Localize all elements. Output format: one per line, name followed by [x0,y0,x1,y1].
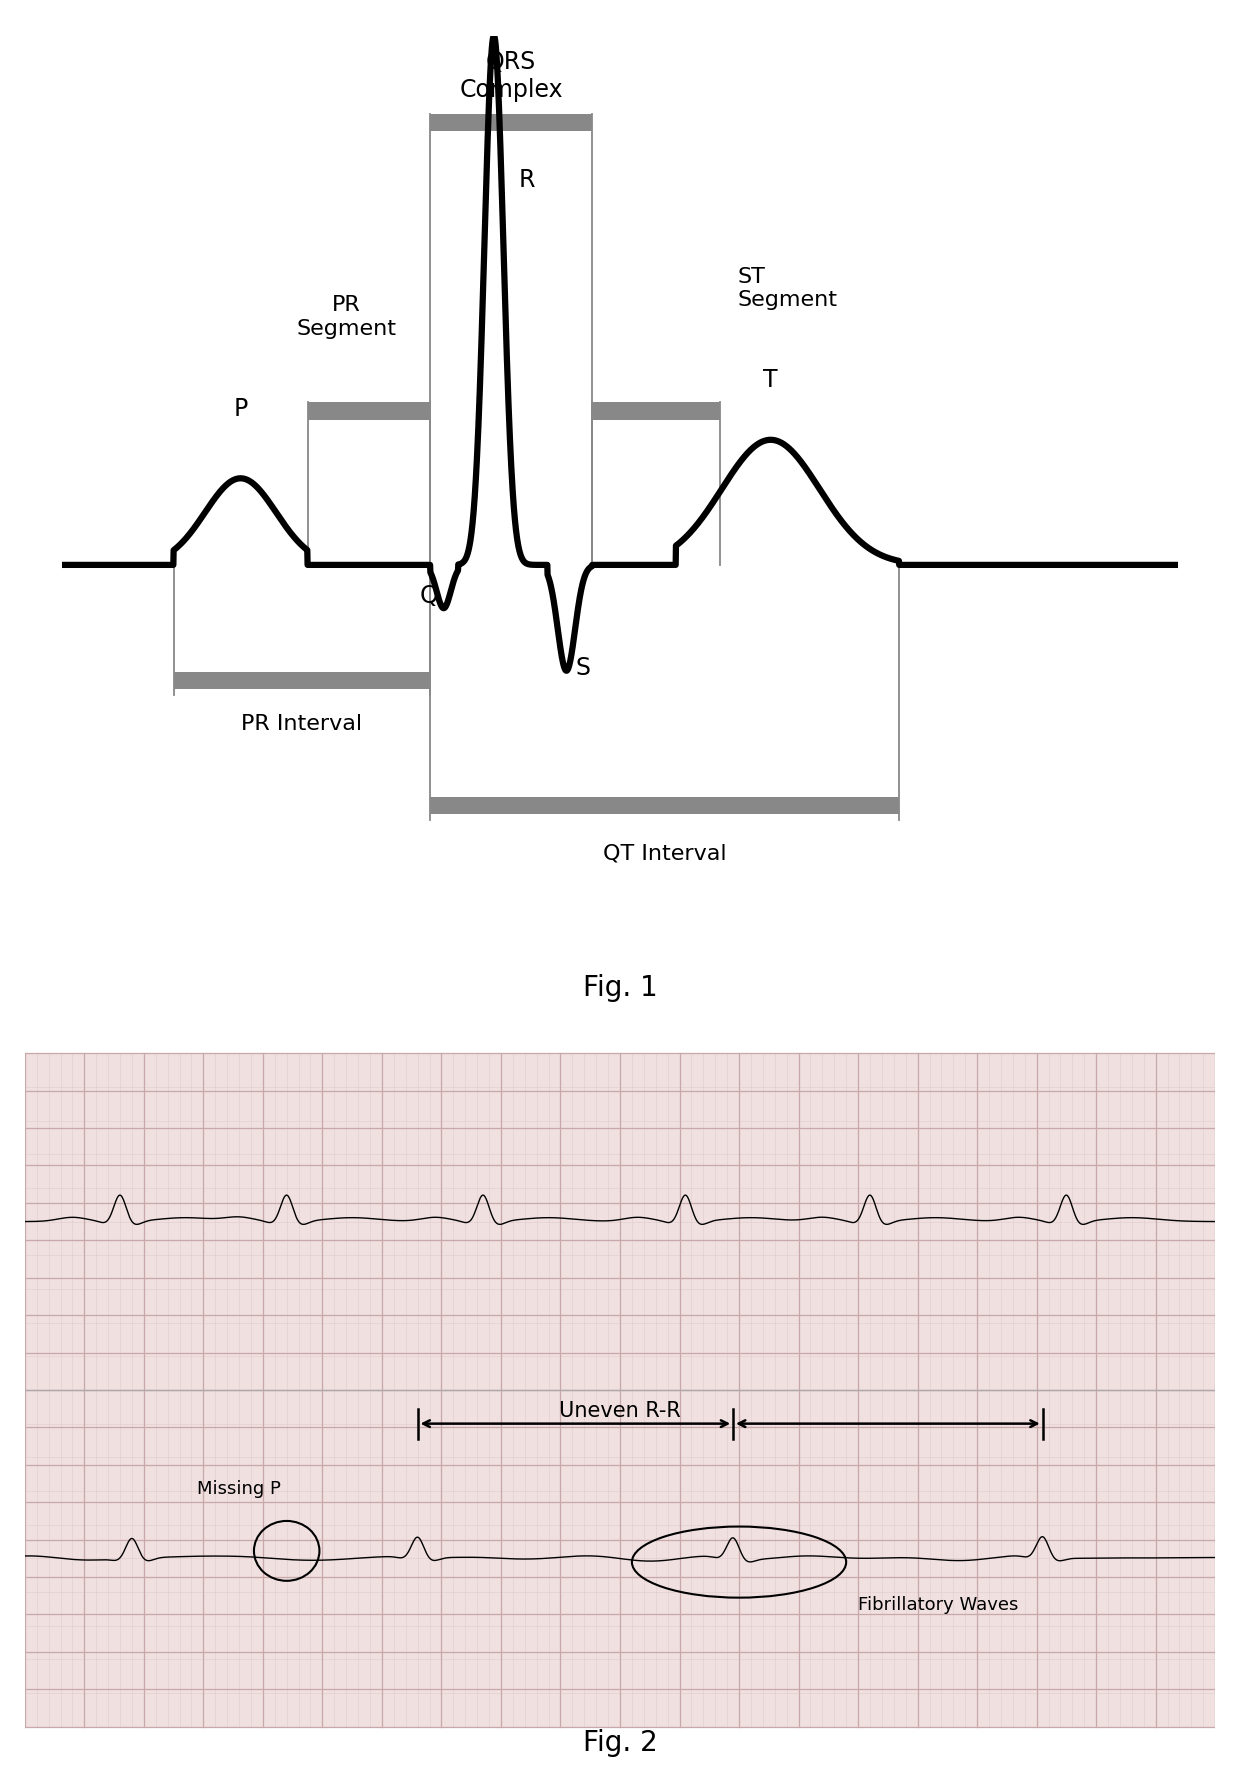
Bar [593,403,720,419]
Text: Missing P: Missing P [197,1481,281,1499]
Bar [430,114,593,130]
Bar [25,1053,1215,1390]
Text: QRS
Complex: QRS Complex [459,50,563,102]
Text: T: T [764,367,777,392]
Text: P: P [233,397,248,421]
Text: S: S [575,656,590,681]
Text: QT Interval: QT Interval [603,845,727,864]
Text: PR
Segment: PR Segment [296,296,397,339]
Bar [430,797,899,814]
Text: R: R [518,168,534,192]
Bar [174,672,430,690]
Text: Q: Q [419,584,438,608]
Text: Fig. 2: Fig. 2 [583,1729,657,1757]
Bar [25,1390,1215,1727]
Text: PR Interval: PR Interval [242,715,362,734]
Text: Fig. 1: Fig. 1 [583,973,657,1001]
Text: ST
Segment: ST Segment [738,267,837,310]
Text: Uneven R-R: Uneven R-R [559,1401,681,1422]
Bar [308,403,430,419]
Text: Fibrillatory Waves: Fibrillatory Waves [858,1597,1018,1614]
